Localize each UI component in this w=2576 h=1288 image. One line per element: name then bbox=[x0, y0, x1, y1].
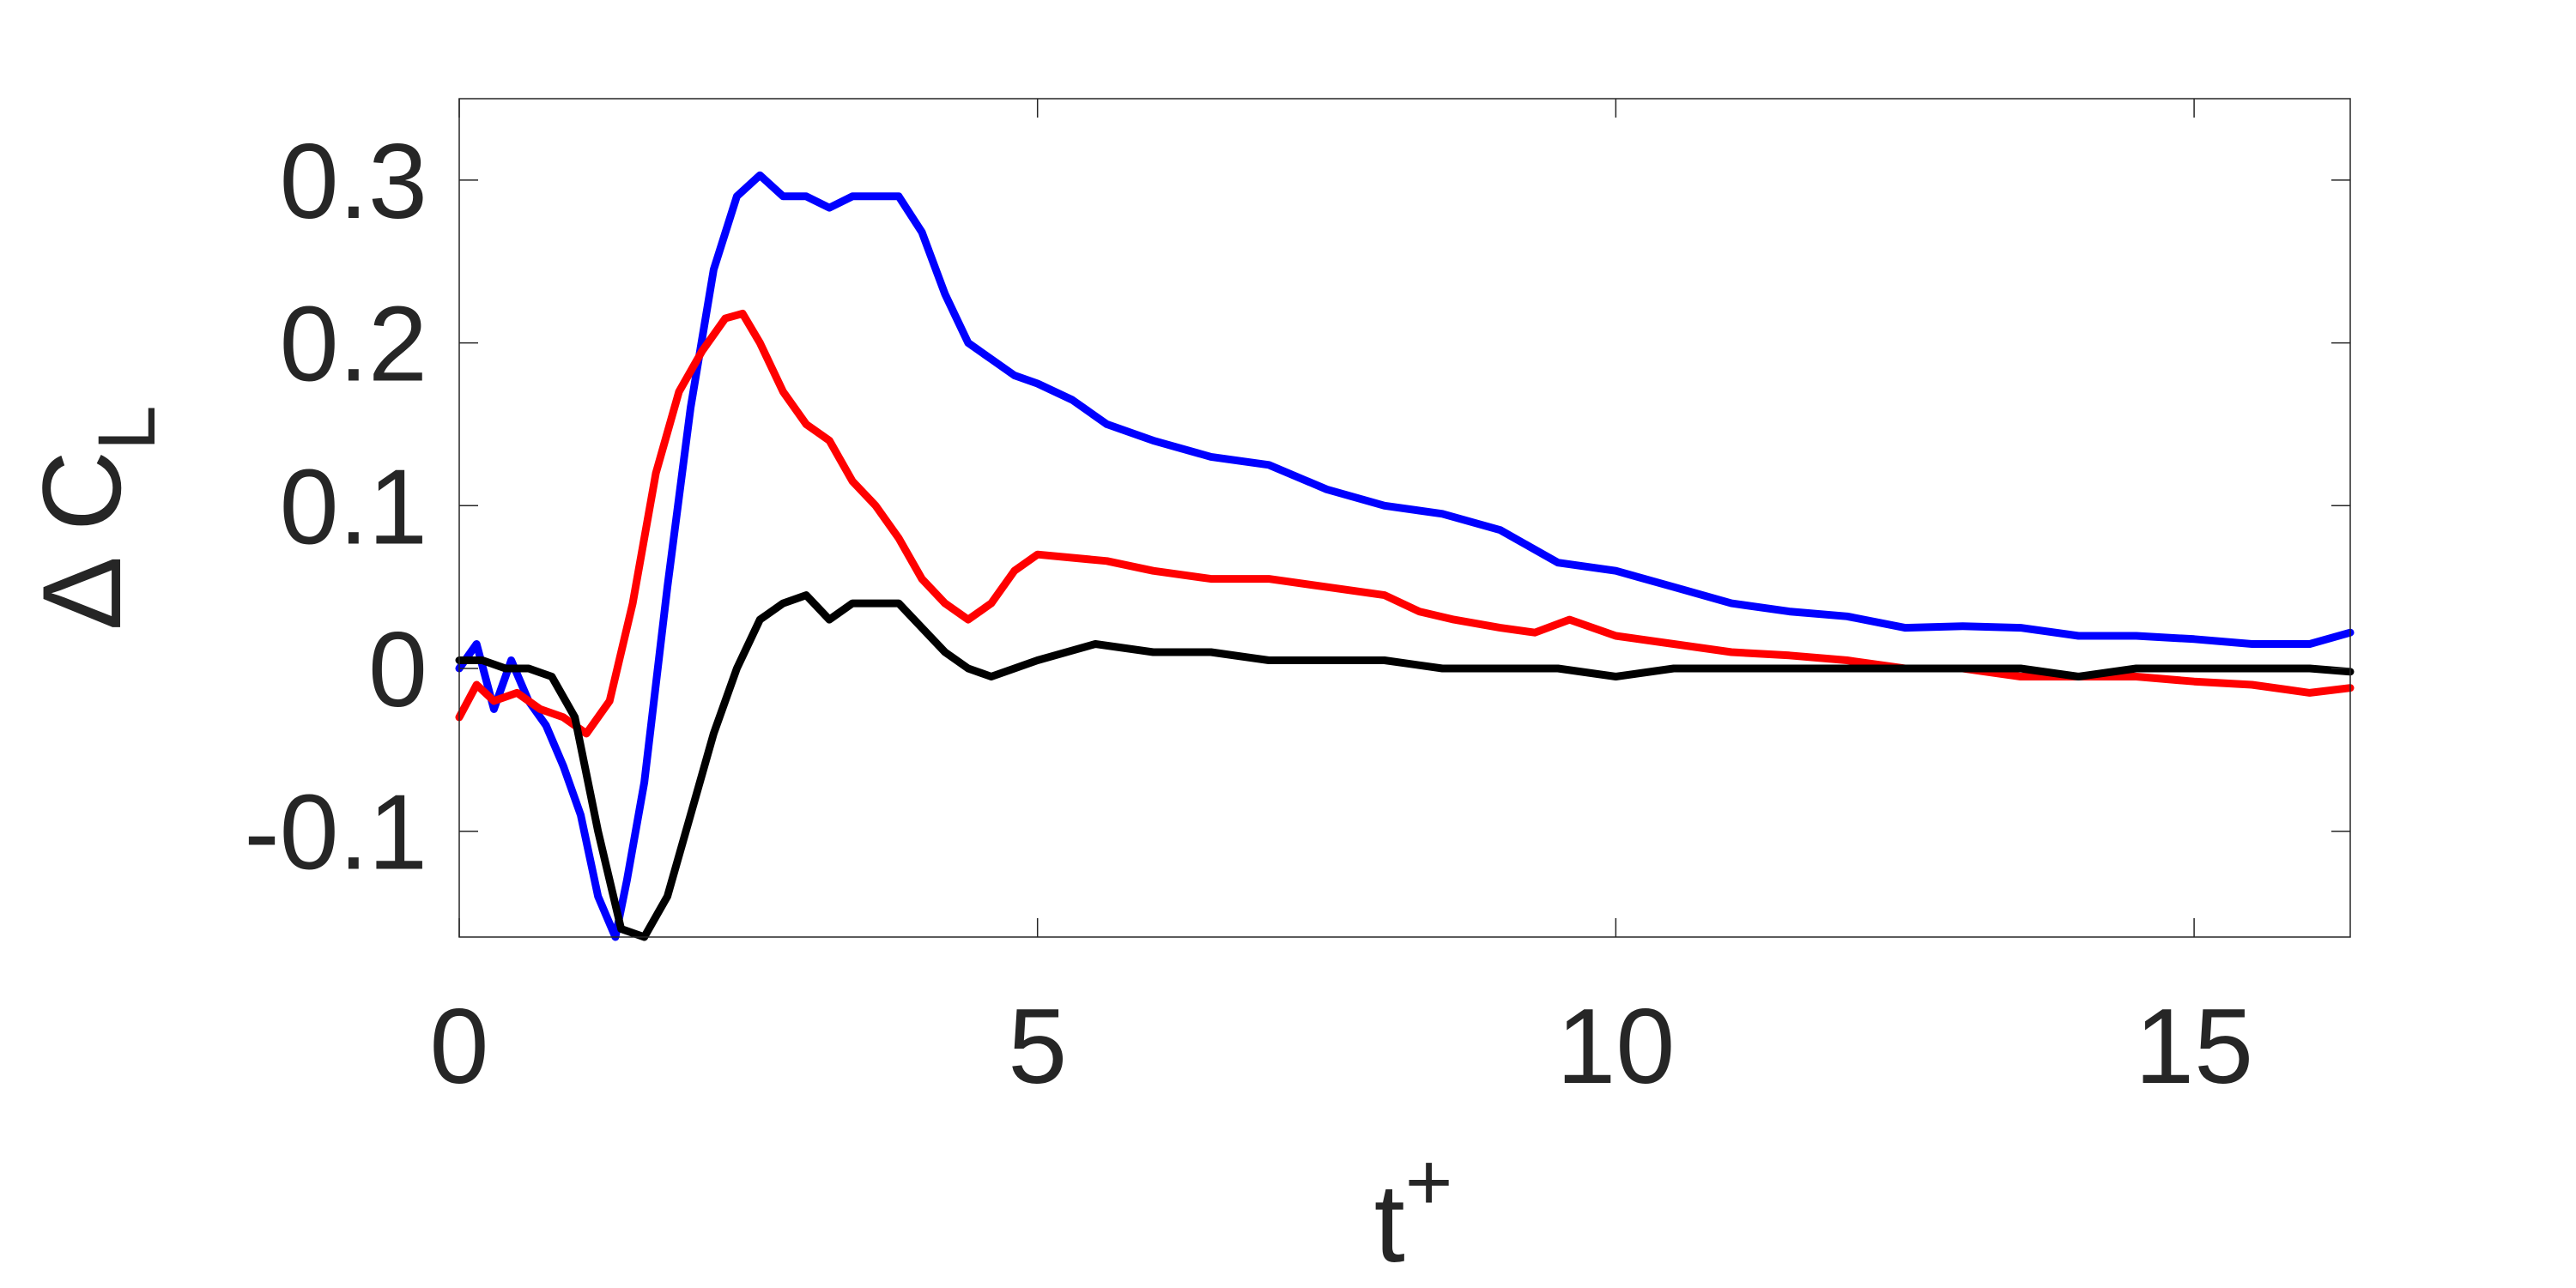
y-axis-label-subscript: L bbox=[82, 405, 173, 450]
x-tick-label: 0 bbox=[430, 988, 489, 1106]
series-line-1 bbox=[455, 171, 2355, 941]
x-axis-label: t+ bbox=[1374, 1137, 1453, 1285]
tick-layer: 0 5 10 15-0.100.10.20.3 bbox=[244, 99, 2350, 1106]
y-tick-label: 0 bbox=[368, 611, 427, 729]
y-axis-label: Δ CL bbox=[19, 405, 173, 631]
plot-area-frame bbox=[458, 98, 2351, 938]
y-tick-label: 0.1 bbox=[280, 448, 427, 566]
y-tick-label: 0.2 bbox=[280, 286, 427, 404]
x-tick-label: 15 bbox=[2135, 988, 2253, 1106]
x-tick-label: 5 bbox=[1008, 988, 1067, 1106]
x-tick-label: 10 bbox=[1556, 988, 1675, 1106]
x-axis-label-superscript: + bbox=[1405, 1137, 1452, 1228]
series-line-2 bbox=[455, 309, 2355, 738]
y-tick-label: -0.1 bbox=[244, 774, 427, 892]
y-axis-label-main: Δ C bbox=[19, 450, 144, 631]
y-tick-label: 0.3 bbox=[280, 123, 427, 241]
x-axis-label-main: t bbox=[1374, 1160, 1405, 1285]
